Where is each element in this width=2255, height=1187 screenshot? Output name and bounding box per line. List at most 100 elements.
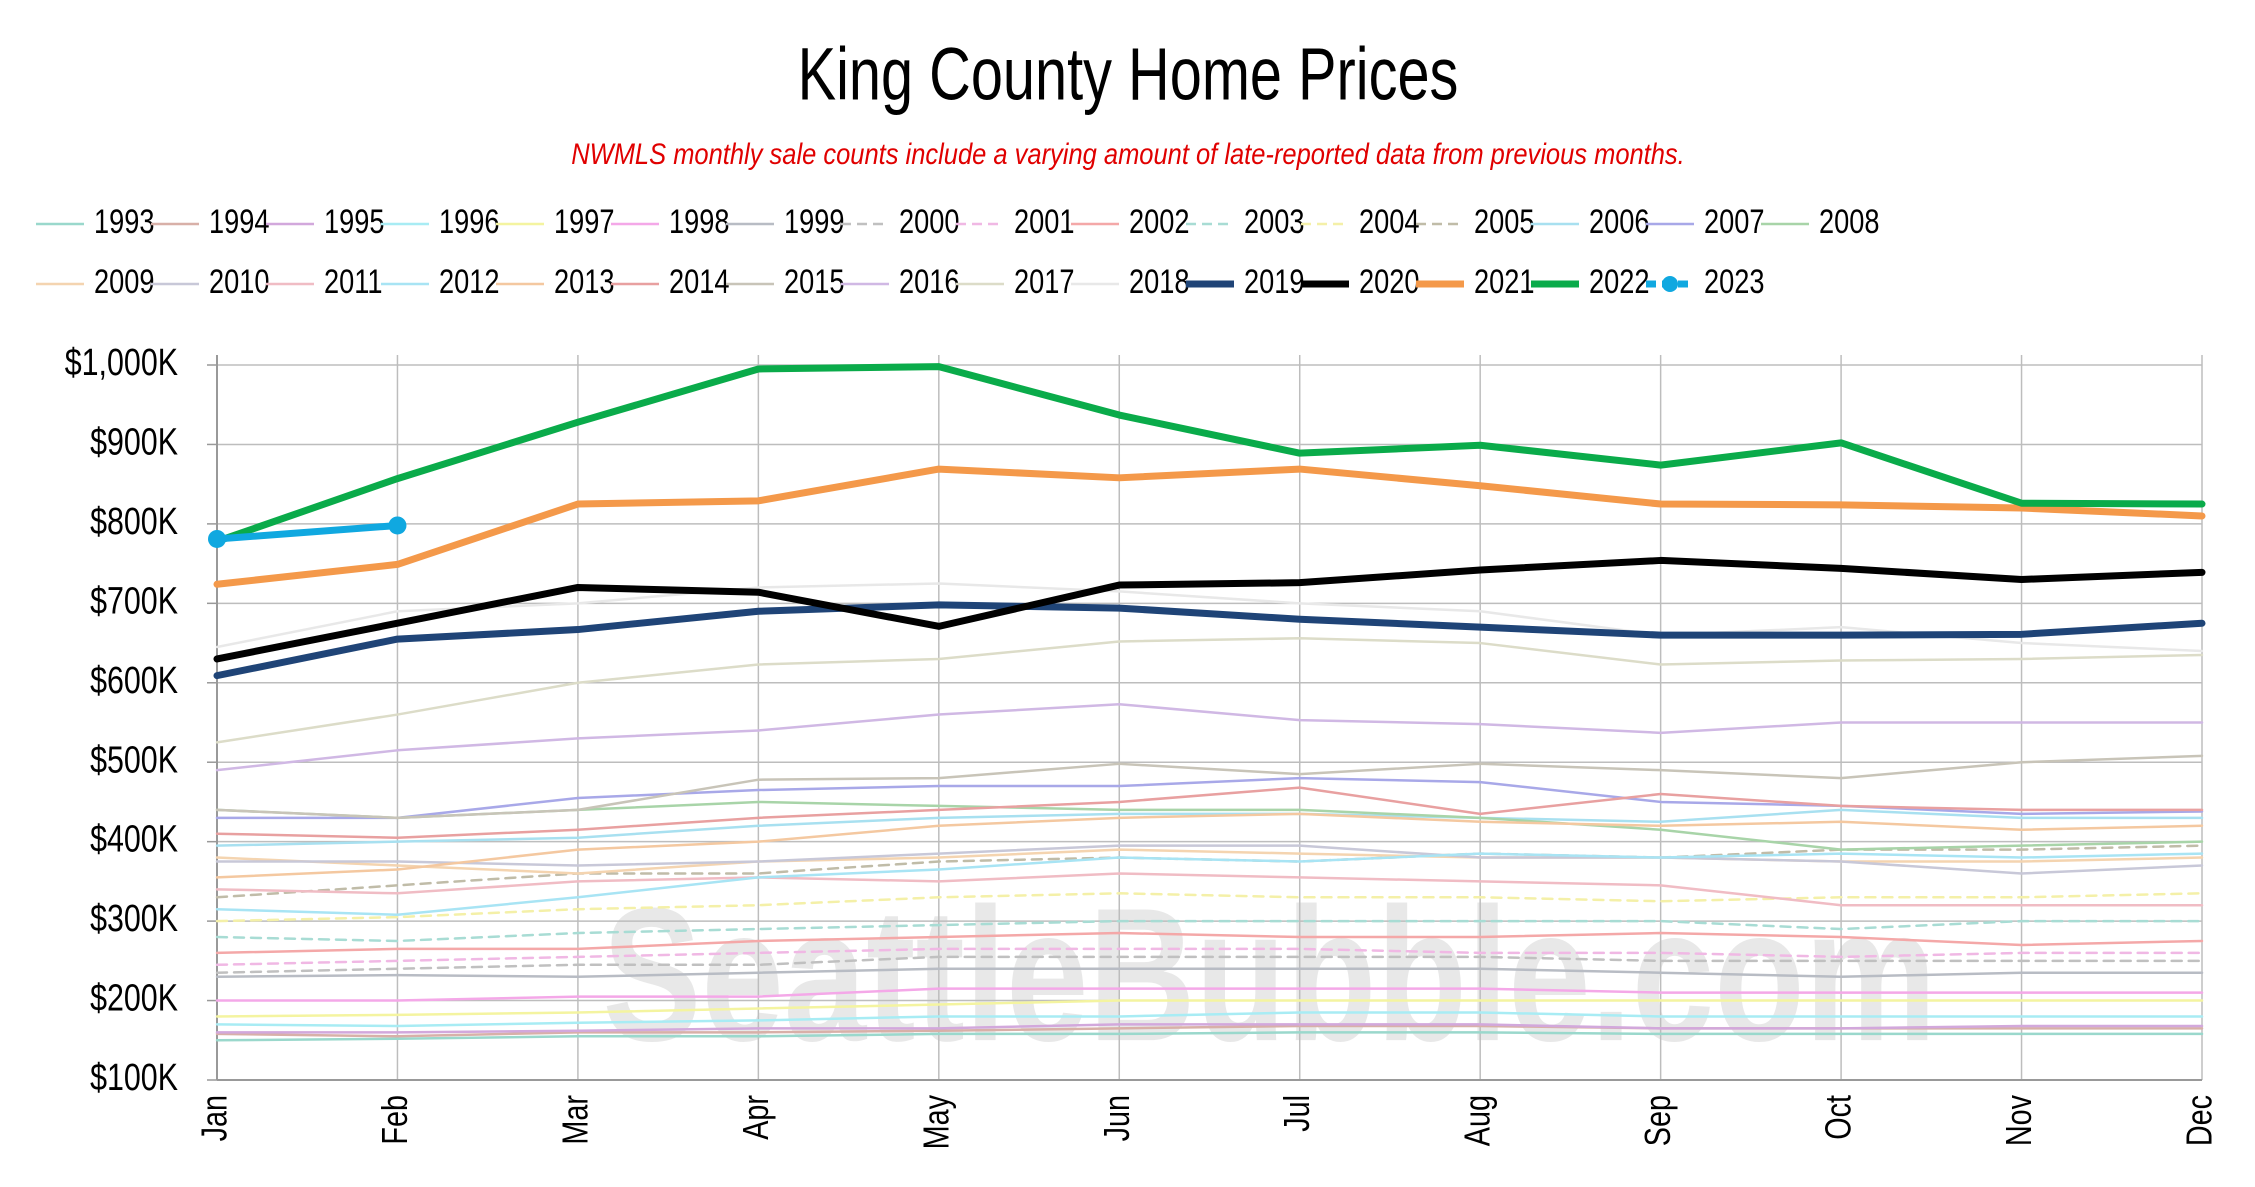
legend-label: 2001 xyxy=(1014,202,1074,241)
legend-label: 2002 xyxy=(1129,202,1189,241)
legend-label-group: 2007 xyxy=(1704,202,1764,241)
legend-label: 1995 xyxy=(324,202,384,241)
legend-label-group: 2002 xyxy=(1129,202,1189,241)
legend-label-group: 2013 xyxy=(554,262,614,301)
legend-label-group: 2016 xyxy=(899,262,959,301)
series-line xyxy=(215,844,2204,875)
legend-label-group: 1994 xyxy=(209,202,269,241)
legend-label-group: 2015 xyxy=(784,262,844,301)
x-tick-label: Jun xyxy=(1096,1095,1137,1141)
legend-label: 2003 xyxy=(1244,202,1304,241)
legend-label: 1997 xyxy=(554,202,614,241)
y-tick-label-group: $500K xyxy=(90,739,178,781)
legend-label: 2018 xyxy=(1129,262,1189,301)
x-tick-label: Sep xyxy=(1637,1095,1678,1146)
series-line xyxy=(215,808,2204,847)
x-tick-label-group: Sep xyxy=(1637,1095,1678,1146)
y-tick-label: $900K xyxy=(90,421,178,463)
series-line xyxy=(215,947,2204,967)
legend-label: 2019 xyxy=(1244,262,1304,301)
series-line xyxy=(213,556,2206,663)
legend-label: 2021 xyxy=(1474,262,1534,301)
x-tick-label: May xyxy=(915,1094,956,1149)
legend-label: 2005 xyxy=(1474,202,1534,241)
x-tick-label-group: Jan xyxy=(193,1095,234,1141)
legend-label-group: 2000 xyxy=(899,202,959,241)
series-line xyxy=(215,637,2204,744)
legend-label-group: 1996 xyxy=(439,202,499,241)
legend-label-group: 2001 xyxy=(1014,202,1074,241)
legend-label-group: 2014 xyxy=(669,262,729,301)
series-line xyxy=(215,754,2204,820)
legend-label: 2010 xyxy=(209,262,269,301)
y-tick-label-group: $700K xyxy=(90,580,178,622)
legend-label: 2011 xyxy=(324,262,382,301)
legend-label: 2009 xyxy=(94,262,154,301)
legend-label-group: 2018 xyxy=(1129,262,1189,301)
legend-label-group: 2017 xyxy=(1014,262,1074,301)
x-tick-label-group: Jun xyxy=(1096,1095,1137,1141)
legend-label-group: 2022 xyxy=(1589,262,1649,301)
y-tick-label: $1,000K xyxy=(65,342,178,384)
legend-label: 2004 xyxy=(1359,202,1419,241)
y-tick-label-group: $200K xyxy=(90,977,178,1019)
series-line xyxy=(215,1031,2204,1042)
series-line xyxy=(215,852,2204,917)
series-line xyxy=(215,786,2204,839)
legend-marker xyxy=(1662,276,1678,292)
series-line xyxy=(215,702,2204,772)
y-tick-label-group: $800K xyxy=(90,501,178,543)
legend-label: 2015 xyxy=(784,262,844,301)
legend-label-group: 1995 xyxy=(324,202,384,241)
legend-label: 2020 xyxy=(1359,262,1419,301)
y-tick-label: $600K xyxy=(90,660,178,702)
series-line xyxy=(215,872,2204,907)
series-line xyxy=(215,955,2204,974)
legend-label-group: 2009 xyxy=(94,262,154,301)
legend-label: 2000 xyxy=(899,202,959,241)
legend-label: 2017 xyxy=(1014,262,1074,301)
x-tick-label-group: Dec xyxy=(2178,1095,2219,1146)
legend-label: 2007 xyxy=(1704,202,1764,241)
series-marker xyxy=(208,529,226,548)
series-line xyxy=(213,465,2206,588)
legend-label-group: 1999 xyxy=(784,202,844,241)
y-tick-label: $500K xyxy=(90,739,178,781)
y-tick-label: $200K xyxy=(90,977,178,1019)
x-tick-label: Jan xyxy=(193,1095,234,1141)
legend-label: 1999 xyxy=(784,202,844,241)
y-tick-label-group: $400K xyxy=(90,819,178,861)
x-tick-label: Oct xyxy=(1817,1095,1858,1140)
series-marker xyxy=(388,516,407,535)
x-tick-label: Feb xyxy=(374,1095,415,1145)
series-line xyxy=(215,987,2204,1002)
series-line xyxy=(215,1023,2204,1034)
chart-title-group: King County Home Prices xyxy=(798,34,1459,117)
legend-label-group: 2006 xyxy=(1589,202,1649,241)
legend-label-group: 1998 xyxy=(669,202,729,241)
series-line xyxy=(215,919,2204,943)
y-tick-label-group: $300K xyxy=(90,898,178,940)
series-line xyxy=(213,363,2206,545)
y-tick-label-group: $100K xyxy=(90,1057,178,1099)
x-tick-label-group: Apr xyxy=(735,1095,776,1140)
legend-label: 2008 xyxy=(1819,202,1879,241)
x-tick-label: Aug xyxy=(1457,1095,1498,1146)
y-tick-label-group: $900K xyxy=(90,421,178,463)
y-tick-label: $300K xyxy=(90,898,178,940)
x-tick-label: Jul xyxy=(1276,1095,1317,1132)
watermark-group: SeattleBubble.com xyxy=(602,870,1936,1082)
x-tick-label-group: Aug xyxy=(1457,1095,1498,1146)
series-line xyxy=(215,999,2204,1018)
series-line xyxy=(215,848,2204,875)
legend-label: 1996 xyxy=(439,202,499,241)
x-tick-label-group: Oct xyxy=(1817,1095,1858,1140)
x-tick-label: Dec xyxy=(2178,1095,2219,1146)
legend-label-group: 2021 xyxy=(1474,262,1534,301)
y-tick-label: $700K xyxy=(90,580,178,622)
legend-label: 1998 xyxy=(669,202,729,241)
series-line xyxy=(215,812,2204,879)
chart-subtitle: NWMLS monthly sale counts include a vary… xyxy=(571,137,1685,170)
y-tick-label-group: $600K xyxy=(90,660,178,702)
legend-label-group: 2003 xyxy=(1244,202,1304,241)
